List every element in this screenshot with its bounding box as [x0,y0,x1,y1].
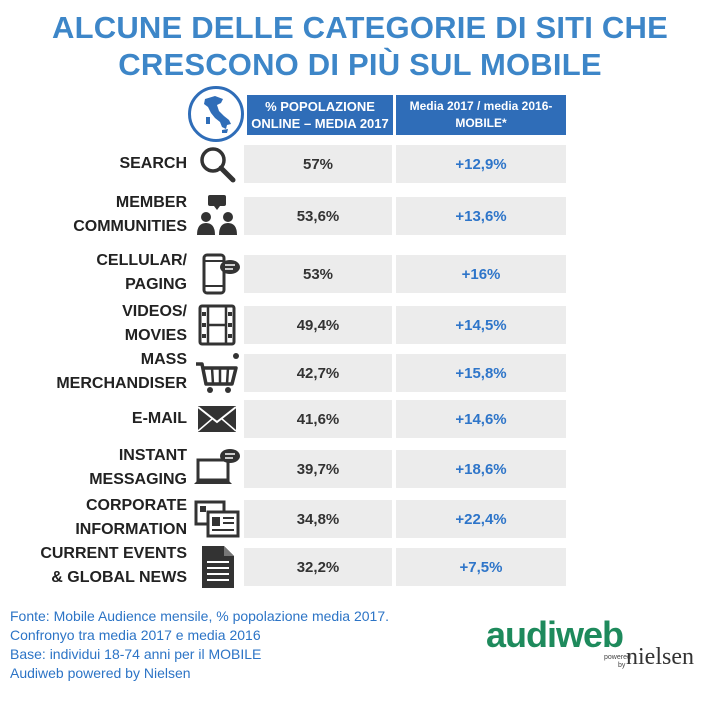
row-label: CORPORATE INFORMATION [75,497,187,538]
header-growth: Media 2017 / media 2016- MOBILE* [396,95,566,135]
search-icon [194,141,240,187]
population-cell: 53,6% [244,197,392,235]
growth-cell: +18,6% [396,450,566,488]
growth-cell: +15,8% [396,354,566,392]
title-line-1: ALCUNE DELLE CATEGORIE DI SITI CHE [52,10,668,45]
growth-cell: +7,5% [396,548,566,586]
people-chat-icon [194,193,240,239]
population-cell: 53% [244,255,392,293]
growth-cell: +22,4% [396,500,566,538]
growth-cell: +16% [396,255,566,293]
population-cell: 39,7% [244,450,392,488]
laptop-chat-icon [194,446,240,492]
population-cell: 32,2% [244,548,392,586]
population-cell: 34,8% [244,500,392,538]
row-label: INSTANT MESSAGING [89,447,187,488]
envelope-icon [194,396,240,442]
italy-map-icon [188,86,244,142]
shopping-cart-icon [194,350,240,396]
row-label: E-MAIL [131,410,187,427]
row-label: CELLULAR/PAGING [96,252,187,293]
title-line-2: CRESCONO DI PIÙ SUL MOBILE [118,47,602,82]
row-label: VIDEOS/MOVIES [122,303,187,344]
film-icon [194,302,240,348]
population-cell: 49,4% [244,306,392,344]
row-label: CURRENT EVENTS & GLOBAL NEWS [40,545,187,586]
growth-cell: +13,6% [396,197,566,235]
document-icon [194,544,240,590]
population-cell: 41,6% [244,400,392,438]
growth-cell: +14,6% [396,400,566,438]
phone-message-icon [194,251,240,297]
growth-cell: +12,9% [396,145,566,183]
header-population: % POPOLAZIONE ONLINE – MEDIA 2017 [247,95,393,135]
row-label: MEMBER COMMUNITIES [73,194,187,235]
footer-notes: Fonte: Mobile Audience mensile, % popola… [10,608,390,681]
row-label: SEARCH [119,155,187,172]
population-cell: 42,7% [244,354,392,392]
audiweb-logo: audiweb powered by nielsen [486,614,694,670]
population-cell: 57% [244,145,392,183]
growth-cell: +14,5% [396,306,566,344]
business-cards-icon [194,496,240,542]
row-label: MASS MERCHANDISER [56,351,187,392]
